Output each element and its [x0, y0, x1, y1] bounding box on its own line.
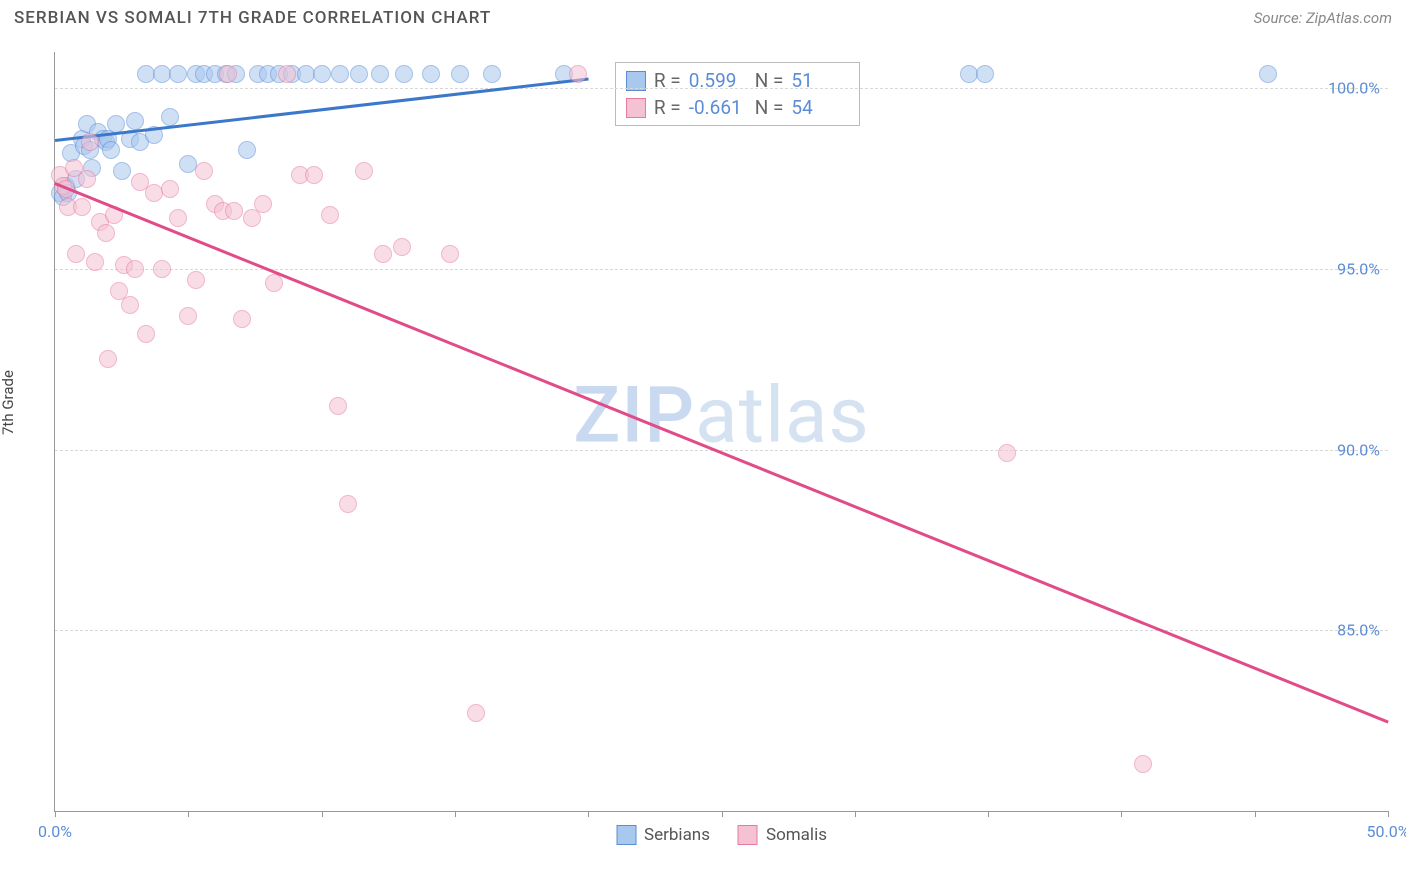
data-point	[976, 65, 994, 83]
data-point	[187, 271, 205, 289]
data-point	[195, 162, 213, 180]
x-tick	[1388, 811, 1389, 817]
data-point	[305, 166, 323, 184]
data-point	[467, 704, 485, 722]
legend-label-serbians: Serbians	[644, 825, 710, 845]
x-tick	[722, 811, 723, 817]
data-point	[350, 65, 368, 83]
x-tick	[1121, 811, 1122, 817]
data-point	[393, 238, 411, 256]
data-point	[219, 65, 237, 83]
data-point	[121, 296, 139, 314]
data-point	[441, 245, 459, 263]
gridline	[55, 630, 1388, 631]
data-point	[331, 65, 349, 83]
x-tick-label: 50.0%	[1367, 822, 1406, 841]
trend-line	[55, 77, 588, 141]
data-point	[313, 65, 331, 83]
y-axis-label: 7th Grade	[0, 370, 17, 435]
data-point	[99, 350, 117, 368]
x-tick	[588, 811, 589, 817]
data-point	[153, 260, 171, 278]
data-point	[329, 397, 347, 415]
data-point	[169, 65, 187, 83]
data-point	[73, 198, 91, 216]
data-point	[998, 444, 1016, 462]
legend-item-serbians: Serbians	[616, 825, 710, 845]
legend-label-somalis: Somalis	[766, 825, 827, 845]
legend: Serbians Somalis	[616, 825, 827, 845]
data-point	[113, 162, 131, 180]
data-point	[1134, 755, 1152, 773]
gridline	[55, 88, 1388, 89]
stats-n-label: N =	[755, 96, 784, 119]
data-point	[126, 260, 144, 278]
data-point	[371, 65, 389, 83]
legend-swatch-somalis	[738, 825, 758, 845]
legend-item-somalis: Somalis	[738, 825, 827, 845]
data-point	[355, 162, 373, 180]
data-point	[483, 65, 501, 83]
stats-r-value-somalis: -0.661	[689, 96, 747, 119]
stats-n-value-somalis: 54	[791, 96, 849, 119]
watermark-rest: atlas	[695, 371, 870, 462]
x-tick	[1255, 811, 1256, 817]
y-tick-label: 85.0%	[1337, 621, 1380, 640]
data-point	[265, 274, 283, 292]
data-point	[278, 65, 296, 83]
data-point	[569, 65, 587, 83]
stats-swatch-somalis	[626, 98, 646, 118]
x-tick	[455, 811, 456, 817]
data-point	[161, 108, 179, 126]
stats-row-somalis: R = -0.661 N = 54	[626, 94, 850, 121]
data-point	[395, 65, 413, 83]
data-point	[126, 112, 144, 130]
data-point	[102, 141, 120, 159]
trend-line	[55, 182, 1389, 723]
x-tick	[322, 811, 323, 817]
data-point	[137, 325, 155, 343]
x-tick	[55, 811, 56, 817]
data-point	[179, 307, 197, 325]
chart-source: Source: ZipAtlas.com	[1254, 9, 1392, 27]
data-point	[78, 170, 96, 188]
data-point	[233, 310, 251, 328]
gridline	[55, 269, 1388, 270]
stats-row-serbians: R = 0.599 N = 51	[626, 67, 850, 94]
data-point	[169, 209, 187, 227]
chart-title: SERBIAN VS SOMALI 7TH GRADE CORRELATION …	[14, 8, 491, 28]
data-point	[225, 202, 243, 220]
correlation-stats-box: R = 0.599 N = 51 R = -0.661 N = 54	[615, 62, 861, 126]
x-tick-label: 0.0%	[38, 822, 72, 841]
stats-r-label: R =	[654, 96, 681, 119]
data-point	[1259, 65, 1277, 83]
data-point	[422, 65, 440, 83]
x-tick	[988, 811, 989, 817]
data-point	[67, 245, 85, 263]
x-tick	[855, 811, 856, 817]
legend-swatch-serbians	[616, 825, 636, 845]
chart-header: SERBIAN VS SOMALI 7TH GRADE CORRELATION …	[0, 0, 1406, 32]
data-point	[97, 224, 115, 242]
data-point	[254, 195, 272, 213]
x-tick	[188, 811, 189, 817]
data-point	[81, 133, 99, 151]
data-point	[321, 206, 339, 224]
y-tick-label: 100.0%	[1328, 79, 1380, 98]
data-point	[86, 253, 104, 271]
data-point	[374, 245, 392, 263]
watermark: ZIPatlas	[573, 371, 870, 462]
y-tick-label: 90.0%	[1337, 440, 1380, 459]
plot-area: ZIPatlas R = 0.599 N = 51 R = -0.661 N =…	[54, 52, 1388, 812]
y-tick-label: 95.0%	[1337, 259, 1380, 278]
data-point	[238, 141, 256, 159]
data-point	[339, 495, 357, 513]
chart-container: 7th Grade ZIPatlas R = 0.599 N = 51 R = …	[14, 40, 1392, 872]
data-point	[161, 180, 179, 198]
data-point	[451, 65, 469, 83]
